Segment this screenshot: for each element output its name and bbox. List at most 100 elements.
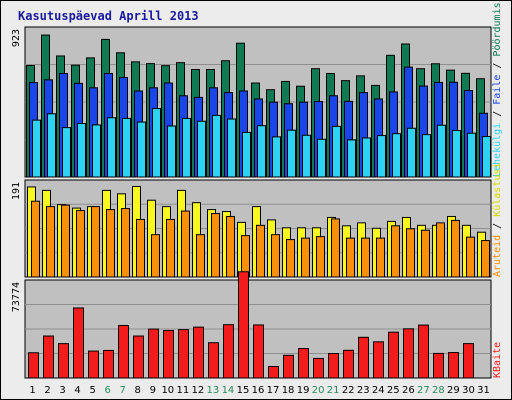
- legend-item-Pöördumisi: Pöördumisi: [492, 0, 503, 57]
- bar-KBaite-27: [418, 324, 429, 379]
- bar-Aruteid-3: [61, 204, 70, 278]
- bar-Lehekülgi-4: [77, 122, 86, 178]
- bar-Lehekülgi-8: [137, 121, 146, 178]
- bar-Aruteid-24: [376, 237, 385, 278]
- bar-Aruteid-4: [76, 210, 85, 278]
- day-label-10: 10: [161, 385, 174, 396]
- bar-Lehekülgi-28: [437, 124, 446, 178]
- bar-KBaite-6: [103, 349, 114, 379]
- bar-Lehekülgi-6: [107, 117, 116, 178]
- bar-Aruteid-31: [481, 240, 490, 278]
- day-label-21: 21: [327, 385, 340, 396]
- bar-KBaite-11: [178, 329, 189, 379]
- legend-item-Faile: Faile: [492, 75, 503, 105]
- bar-Aruteid-6: [106, 209, 115, 278]
- panel-hits: 923: [11, 26, 492, 178]
- day-label-30: 30: [462, 385, 475, 396]
- day-label-24: 24: [372, 385, 385, 396]
- bar-Aruteid-10: [166, 218, 175, 278]
- bar-Lehekülgi-23: [362, 137, 371, 178]
- day-label-18: 18: [282, 385, 295, 396]
- day-label-20: 20: [312, 385, 325, 396]
- x-axis-labels: 1 2 3 4 5 6 7 8 9 10 11 12 13 14 15 16 17 18 19 20 21 22 23 24 2…: [29, 385, 490, 396]
- day-label-4: 4: [74, 385, 80, 396]
- bar-Lehekülgi-3: [62, 127, 71, 178]
- legend-separator: /: [492, 57, 503, 75]
- legend-group-3: KBaite: [492, 342, 503, 378]
- bar-Lehekülgi-19: [302, 134, 311, 178]
- bar-Aruteid-17: [271, 234, 280, 278]
- bar-Lehekülgi-16: [257, 125, 266, 178]
- day-label-13: 13: [207, 385, 220, 396]
- bar-KBaite-1: [28, 352, 39, 379]
- bar-Aruteid-7: [121, 208, 130, 278]
- day-label-15: 15: [237, 385, 250, 396]
- bar-Aruteid-8: [136, 218, 145, 278]
- day-label-12: 12: [192, 385, 205, 396]
- day-label-19: 19: [297, 385, 310, 396]
- bar-KBaite-5: [88, 350, 99, 379]
- day-label-26: 26: [402, 385, 415, 396]
- bar-KBaite-17: [268, 365, 279, 379]
- bar-Aruteid-5: [91, 206, 100, 278]
- bar-Lehekülgi-12: [197, 120, 206, 178]
- bar-Lehekülgi-11: [182, 117, 191, 178]
- day-label-5: 5: [89, 385, 95, 396]
- day-label-23: 23: [357, 385, 370, 396]
- day-label-6: 6: [104, 385, 110, 396]
- bar-KBaite-2: [43, 335, 54, 379]
- day-label-16: 16: [252, 385, 265, 396]
- bar-Aruteid-28: [436, 222, 445, 278]
- day-label-28: 28: [432, 385, 445, 396]
- bar-KBaite-10: [163, 329, 174, 379]
- day-label-2: 2: [44, 385, 50, 396]
- bar-KBaite-18: [283, 354, 294, 379]
- bar-KBaite-28: [433, 352, 444, 379]
- bar-Lehekülgi-31: [482, 136, 491, 178]
- day-label-1: 1: [29, 385, 35, 396]
- bar-Lehekülgi-10: [167, 125, 176, 178]
- legend-separator: /: [492, 105, 503, 123]
- bar-KBaite-13: [208, 342, 219, 379]
- bar-KBaite-15: [238, 271, 249, 379]
- bar-Aruteid-15: [241, 235, 250, 278]
- bar-KBaite-12: [193, 326, 204, 379]
- bar-Aruteid-27: [421, 229, 430, 278]
- bar-Lehekülgi-18: [287, 129, 296, 178]
- bar-Lehekülgi-26: [407, 127, 416, 178]
- legend-item-Aruteid: Aruteid: [492, 235, 503, 277]
- bar-Aruteid-22: [346, 237, 355, 278]
- panel-visits: 191: [11, 179, 492, 278]
- legend-item-KBaite: KBaite: [492, 342, 503, 378]
- bar-KBaite-26: [403, 328, 414, 379]
- bar-KBaite-14: [223, 324, 234, 379]
- bar-Aruteid-1: [31, 200, 40, 278]
- bar-Aruteid-13: [211, 213, 220, 278]
- bar-KBaite-30: [463, 343, 474, 379]
- day-label-9: 9: [150, 385, 156, 396]
- legend-item-Külastusi: Külastusi: [492, 163, 503, 217]
- legend-item-Lehekülgi: Lehekülgi: [492, 123, 503, 177]
- bar-KBaite-24: [373, 341, 384, 379]
- bar-Aruteid-26: [406, 228, 415, 278]
- day-label-31: 31: [477, 385, 490, 396]
- bar-Lehekülgi-1: [32, 119, 41, 178]
- bar-Aruteid-30: [466, 236, 475, 278]
- bar-Lehekülgi-27: [422, 134, 431, 178]
- legend-group-1: Lehekülgi / Faile / Pöördumisi: [492, 0, 503, 177]
- day-label-8: 8: [135, 385, 141, 396]
- bar-Lehekülgi-25: [392, 133, 401, 178]
- bar-KBaite-29: [448, 352, 459, 379]
- bar-Lehekülgi-17: [272, 136, 281, 178]
- day-label-3: 3: [59, 385, 65, 396]
- bar-Aruteid-16: [256, 224, 265, 278]
- day-label-7: 7: [120, 385, 126, 396]
- bar-Aruteid-11: [181, 210, 190, 278]
- bar-Lehekülgi-5: [92, 124, 101, 178]
- bar-Aruteid-25: [391, 225, 400, 278]
- bar-KBaite-23: [358, 336, 369, 379]
- bar-Aruteid-12: [196, 234, 205, 278]
- bar-KBaite-25: [388, 331, 399, 379]
